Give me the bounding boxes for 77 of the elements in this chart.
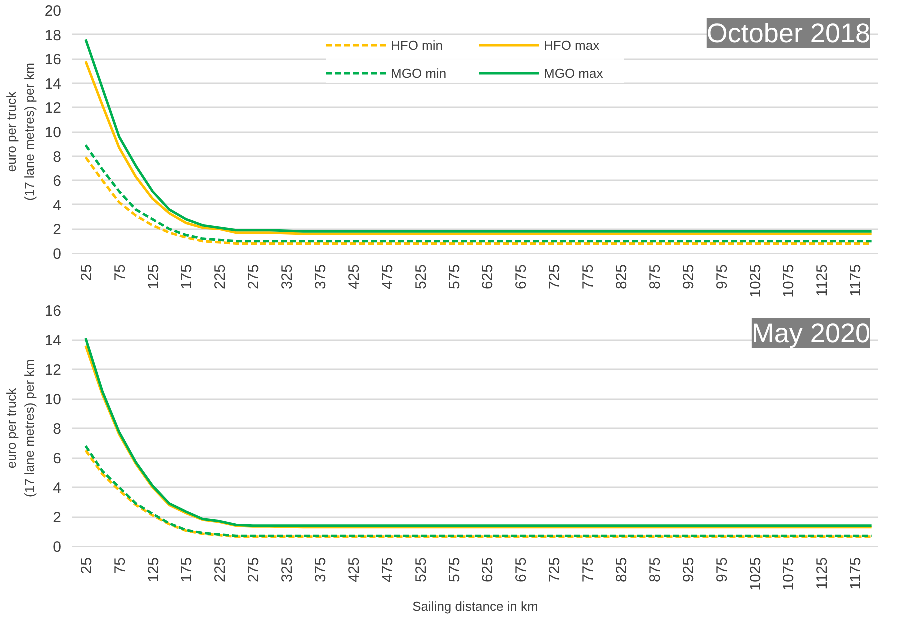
x-tick-label: 1075 bbox=[780, 557, 798, 591]
x-tick-label: 925 bbox=[680, 557, 698, 583]
x-tick-label: 575 bbox=[446, 557, 464, 583]
x-tick-label: 425 bbox=[346, 557, 363, 583]
x-tick-label: 175 bbox=[178, 557, 196, 583]
x-tick-label: 325 bbox=[279, 557, 296, 583]
y-tick-label: 6 bbox=[53, 450, 62, 468]
x-tick-label: 1175 bbox=[848, 557, 865, 590]
y-tick-label: 14 bbox=[44, 76, 62, 93]
y-tick-label: 2 bbox=[53, 510, 62, 526]
x-tick-label: 975 bbox=[714, 264, 731, 290]
legend-label: MGO max bbox=[544, 66, 604, 80]
x-tick-label: 225 bbox=[212, 557, 230, 583]
x-tick-label: 475 bbox=[379, 557, 396, 583]
x-tick-label: 525 bbox=[412, 557, 430, 583]
x-tick-label: 725 bbox=[546, 264, 564, 290]
y-tick-label: 16 bbox=[44, 303, 62, 320]
x-tick-label: 475 bbox=[379, 264, 396, 290]
x-tick-label: 125 bbox=[145, 557, 162, 583]
x-tick-label: 425 bbox=[346, 264, 363, 290]
x-tick-label: 675 bbox=[513, 557, 530, 583]
x-tick-label: 1125 bbox=[814, 557, 832, 590]
x-tick-label: 325 bbox=[279, 264, 296, 290]
y-tick-label: 10 bbox=[44, 392, 62, 408]
y-tick-label: 14 bbox=[44, 332, 62, 350]
x-tick-label: 75 bbox=[112, 264, 129, 282]
x-tick-label: 525 bbox=[412, 264, 430, 290]
y-tick-label: 6 bbox=[53, 173, 62, 190]
y-tick-label: 12 bbox=[44, 362, 62, 379]
y-tick-label: 12 bbox=[44, 100, 62, 118]
y-tick-label: 4 bbox=[53, 197, 62, 214]
x-tick-label: 825 bbox=[613, 557, 630, 583]
x-tick-label: 625 bbox=[480, 264, 497, 290]
x-tick-label: 175 bbox=[178, 264, 196, 290]
y-axis-title: euro per truck (17 lane metres) per km bbox=[4, 359, 37, 498]
x-tick-label: 225 bbox=[212, 264, 230, 290]
annotation: May 2020 bbox=[752, 318, 871, 348]
y-tick-label: 18 bbox=[44, 27, 62, 44]
y-tick-label: 2 bbox=[53, 222, 62, 239]
x-tick-label: 875 bbox=[646, 557, 664, 583]
x-tick-label: 1175 bbox=[848, 264, 865, 297]
x-tick-label: 725 bbox=[546, 557, 564, 583]
x-tick-label: 1025 bbox=[747, 264, 764, 298]
y-tick-label: 20 bbox=[44, 3, 62, 20]
x-tick-label: 25 bbox=[78, 557, 96, 574]
y-axis-title: euro per truck (17 lane metres) per km bbox=[4, 62, 37, 201]
x-tick-label: 775 bbox=[580, 264, 598, 290]
x-tick-label: 375 bbox=[312, 264, 330, 290]
y-tick-label: 0 bbox=[53, 539, 62, 556]
x-tick-label: 975 bbox=[714, 557, 731, 583]
annotation: October 2018 bbox=[706, 18, 870, 48]
x-tick-label: 275 bbox=[246, 264, 263, 290]
x-tick-label: 375 bbox=[312, 557, 330, 583]
y-tick-label: 8 bbox=[53, 421, 62, 438]
x-tick-label: 125 bbox=[145, 264, 162, 290]
x-tick-label: 1025 bbox=[747, 557, 764, 591]
y-tick-label: 8 bbox=[53, 148, 62, 166]
x-tick-label: 775 bbox=[580, 557, 598, 583]
legend-label: MGO min bbox=[391, 66, 448, 80]
x-tick-label: 1125 bbox=[814, 264, 832, 297]
x-tick-label: 575 bbox=[446, 264, 464, 290]
y-tick-label: 0 bbox=[53, 246, 62, 263]
y-tick-label: 10 bbox=[44, 124, 62, 142]
x-axis-title: Sailing distance in km bbox=[412, 598, 538, 614]
x-tick-label: 75 bbox=[112, 557, 129, 574]
x-tick-label: 675 bbox=[513, 264, 530, 290]
y-tick-label: 16 bbox=[44, 52, 62, 69]
x-tick-label: 825 bbox=[613, 264, 630, 290]
x-tick-label: 1075 bbox=[780, 264, 798, 298]
x-tick-label: 875 bbox=[646, 264, 664, 290]
x-tick-label: 925 bbox=[680, 264, 698, 290]
x-tick-label: 275 bbox=[246, 557, 263, 583]
x-tick-label: 25 bbox=[78, 264, 96, 282]
legend-label: HFO min bbox=[391, 38, 444, 52]
legend-label: HFO max bbox=[544, 38, 601, 52]
x-tick-label: 625 bbox=[480, 557, 497, 583]
y-tick-label: 4 bbox=[53, 480, 62, 497]
